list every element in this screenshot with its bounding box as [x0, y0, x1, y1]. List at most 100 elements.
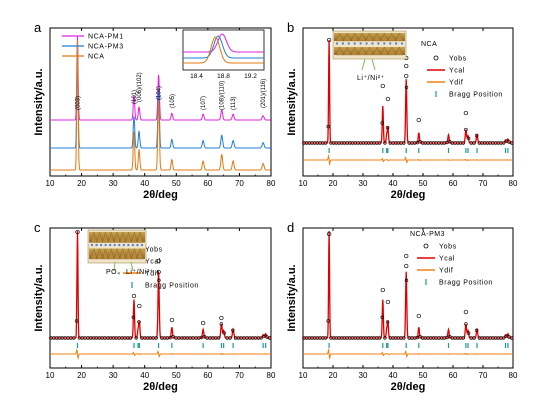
li-ion [140, 243, 144, 247]
legend-ycal-label: Ycal [449, 68, 465, 75]
x-tick-label: 80 [267, 371, 276, 380]
legend-ydif-label: Ydif [145, 271, 159, 278]
yobs-point [137, 303, 142, 309]
octahedron [365, 32, 374, 42]
yobs-point [466, 136, 471, 141]
x-tick-label: 60 [203, 371, 212, 380]
x-tick-label: 10 [46, 371, 55, 380]
octahedron [395, 32, 404, 42]
x-tick-label: 70 [479, 179, 488, 188]
li-ion [341, 42, 345, 45]
legend-yobs-marker [423, 243, 429, 249]
inset-pointer [371, 58, 376, 71]
x-tick-label: 10 [46, 179, 55, 188]
octahedron [96, 231, 103, 243]
hkl-label: (101) [132, 90, 138, 104]
panel-a: 10 20 30 40 50 60 70 80 2θ/deg Intensity/a.u. a (00… [33, 20, 276, 201]
octahedron [335, 46, 344, 56]
yobs-point [131, 315, 136, 319]
li-ion [389, 42, 392, 45]
ydif-line [303, 348, 513, 360]
hkl-label: (105) [170, 94, 176, 108]
legend-yobs-label: Yobs [439, 244, 457, 251]
yobs-point [265, 335, 269, 339]
yobs-point [268, 336, 272, 340]
yobs-point [74, 319, 79, 323]
yobs-point [510, 141, 514, 145]
panel-d: 10 20 30 40 50 60 70 80 2θ/deg Intensity/a.u. d NCA… [286, 220, 518, 393]
sample-label: NCA [421, 41, 437, 48]
yobs-point [404, 263, 409, 269]
yobs-point [128, 336, 133, 340]
yobs-point [402, 141, 406, 145]
x-tick-label: 40 [389, 371, 398, 380]
panel-c: 10203040506070802θ/degIntensity/a.u.cNCA… [33, 220, 276, 393]
yobs-point [404, 73, 409, 79]
inset-pointer [361, 58, 366, 71]
x-axis-title: 2θ/deg [391, 381, 426, 393]
x-tick-label: 80 [267, 179, 276, 188]
x-tick-label: 30 [359, 371, 368, 380]
hkl-label: (006)/(102) [137, 72, 143, 102]
yobs-point [216, 336, 221, 340]
yobs-point [169, 317, 175, 323]
x-tick-label: 50 [419, 371, 428, 380]
octahedron [387, 32, 396, 42]
li-ion [353, 42, 356, 45]
octahedron [358, 46, 367, 56]
octahedron [137, 231, 144, 243]
inset-tick-label: 18.4 [190, 73, 203, 80]
yobs-point [464, 127, 468, 132]
yobs-point [385, 299, 391, 305]
octahedron [119, 247, 126, 260]
inset-pointer [130, 261, 134, 272]
hkl-label: (003) [75, 96, 81, 110]
y-axis-title: Intensity/a.u. [286, 68, 298, 135]
yobs-point [461, 336, 465, 340]
x-tick-label: 60 [449, 371, 458, 380]
yobs-point [219, 315, 224, 321]
x-tick-label: 20 [77, 179, 86, 188]
yobs-point [404, 85, 409, 90]
yobs-point [416, 313, 421, 319]
yobs-point [380, 121, 384, 125]
yobs-point [502, 141, 506, 145]
x-axis-title: 2θ/deg [143, 381, 178, 393]
li-ion [109, 243, 112, 247]
panel-label: b [287, 20, 294, 35]
legend-label: NCA-PM1 [88, 34, 124, 41]
li-ion [400, 42, 404, 45]
panel-b: 10 20 30 40 50 60 70 80 2θ/deg Intensity/a.u. b NCA… [286, 20, 518, 201]
structure-inset [87, 229, 147, 264]
yobs-point [502, 336, 506, 340]
li-ion [359, 42, 362, 45]
yobs-point [383, 141, 387, 145]
y-axis-title: Intensity/a.u. [33, 68, 45, 135]
octahedron [387, 46, 396, 56]
li-ion [90, 243, 94, 247]
x-tick-label: 30 [109, 371, 118, 380]
x-tick-label: 80 [509, 179, 518, 188]
yobs-point [380, 315, 384, 319]
x-tick-label: 60 [203, 179, 212, 188]
li-ion [136, 243, 139, 247]
inset-label: PO₄ [106, 269, 120, 276]
yobs-point [75, 229, 80, 235]
yobs-point [326, 319, 330, 323]
legend-yobs-label: Yobs [145, 247, 163, 254]
li-ion [371, 42, 374, 45]
sample-label: NCA-PM3 [410, 231, 445, 238]
yobs-point [259, 336, 263, 340]
octahedron [380, 46, 389, 56]
x-tick-label: 50 [172, 179, 181, 188]
yobs-point [404, 63, 409, 69]
li-ion [113, 243, 116, 247]
li-ion [377, 42, 380, 45]
series-line-nca [50, 39, 271, 171]
yobs-point [222, 331, 227, 335]
li-ion [104, 243, 107, 247]
yobs-point [448, 335, 452, 339]
legend-bragg-label: Bragg Position [449, 92, 503, 99]
x-tick-label: 70 [479, 371, 488, 380]
octahedron [343, 46, 352, 56]
